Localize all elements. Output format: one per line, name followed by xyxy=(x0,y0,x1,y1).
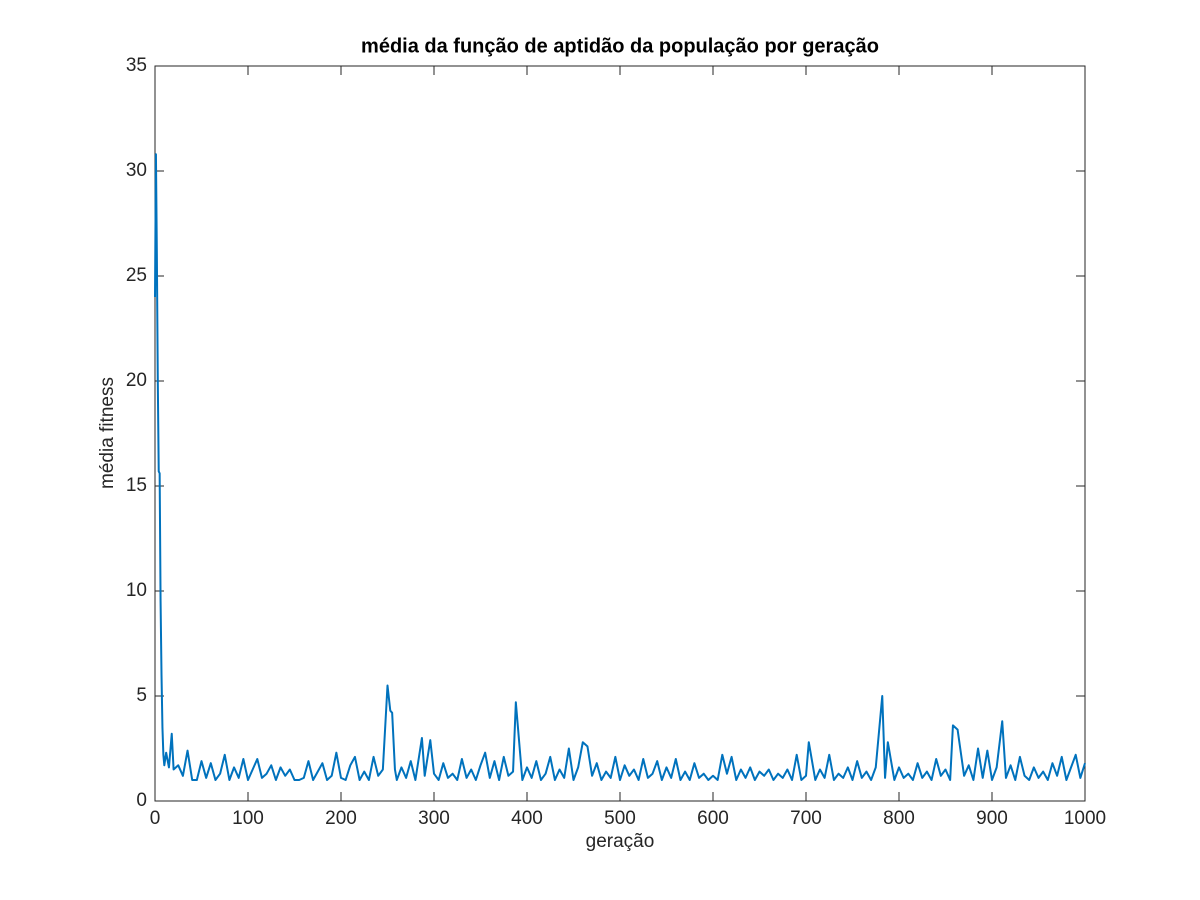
x-axis-label: geração xyxy=(586,831,655,852)
x-tick-label: 1000 xyxy=(1064,808,1106,829)
x-tick-label: 300 xyxy=(418,808,450,829)
y-tick-label: 0 xyxy=(136,790,147,811)
chart-title: média da função de aptidão da população … xyxy=(361,35,879,57)
y-tick-label: 10 xyxy=(126,580,147,601)
x-tick-label: 600 xyxy=(697,808,729,829)
y-axis-label: média fitness xyxy=(97,377,118,489)
x-tick-label: 900 xyxy=(976,808,1008,829)
x-tick-label: 100 xyxy=(232,808,264,829)
y-tick-label: 25 xyxy=(126,265,147,286)
y-tick-label: 15 xyxy=(126,475,147,496)
x-tick-label: 800 xyxy=(883,808,915,829)
x-tick-label: 700 xyxy=(790,808,822,829)
y-tick-label: 20 xyxy=(126,370,147,391)
y-tick-label: 30 xyxy=(126,160,147,181)
x-tick-label: 500 xyxy=(604,808,636,829)
x-tick-label: 400 xyxy=(511,808,543,829)
x-tick-label: 0 xyxy=(150,808,161,829)
x-tick-label: 200 xyxy=(325,808,357,829)
y-tick-label: 5 xyxy=(136,685,147,706)
data-line xyxy=(154,153,1086,781)
y-tick-label: 35 xyxy=(126,55,147,76)
